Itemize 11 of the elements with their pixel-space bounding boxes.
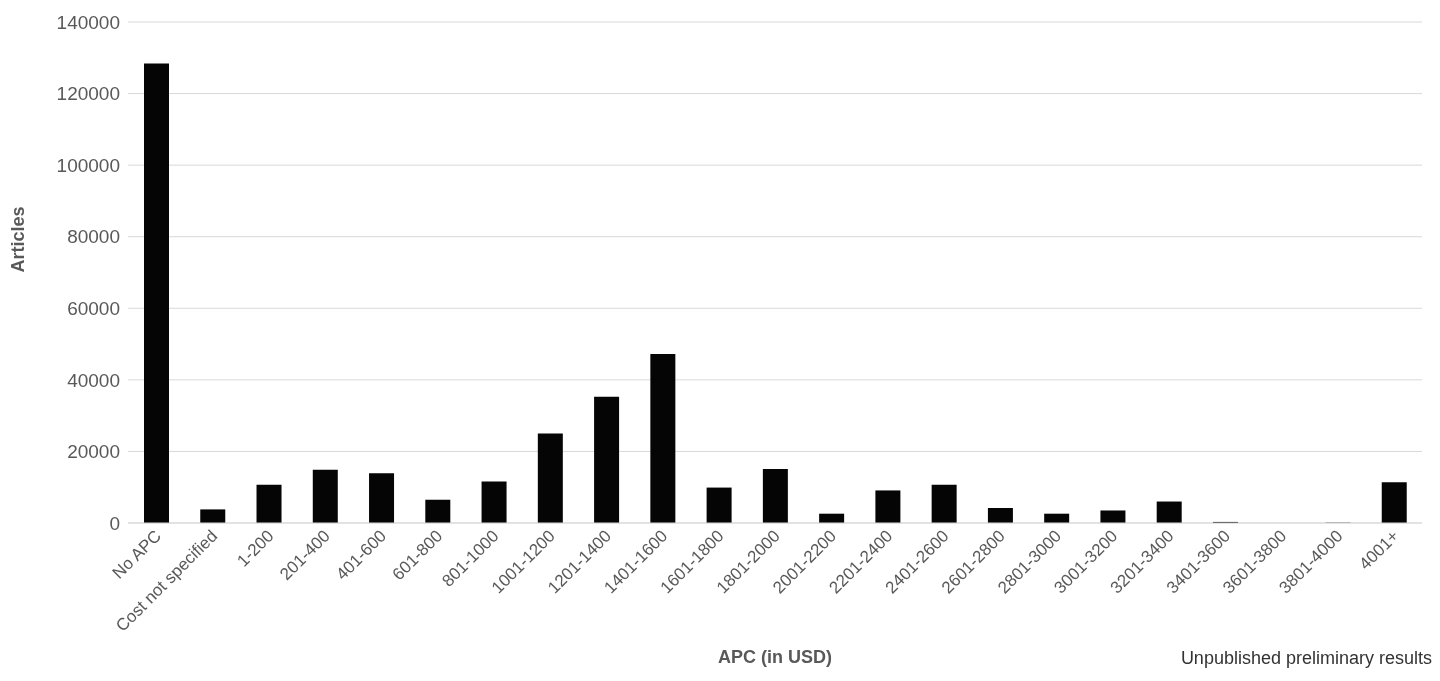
y-tick-label: 40000 xyxy=(67,369,120,391)
x-axis-title: APC (in USD) xyxy=(718,647,832,667)
y-tick-label: 120000 xyxy=(56,83,120,105)
y-tick-label: 20000 xyxy=(67,441,120,463)
text: Unpublished preliminary results xyxy=(1180,648,1432,669)
y-tick-label: 100000 xyxy=(56,154,120,176)
y-tick-label: 80000 xyxy=(67,226,120,248)
y-axis-title: Articles xyxy=(8,206,29,273)
y-tick-label: 0 xyxy=(109,512,120,534)
y-tick-label: 60000 xyxy=(67,298,120,320)
y-tick-label: 140000 xyxy=(56,11,120,33)
